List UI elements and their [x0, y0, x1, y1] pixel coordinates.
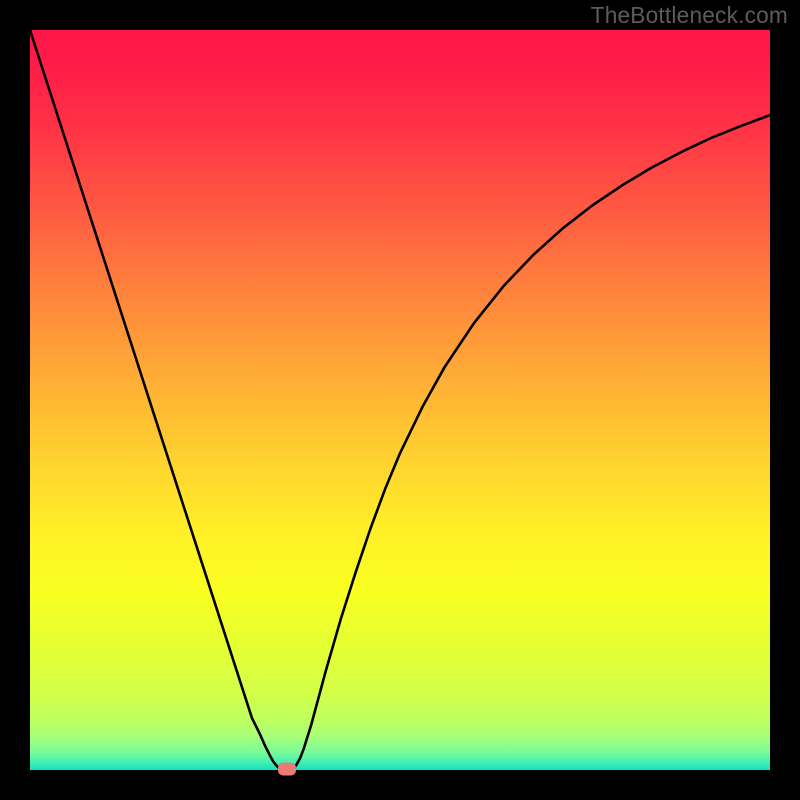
- watermark-text: TheBottleneck.com: [591, 2, 788, 29]
- bottleneck-chart: [30, 30, 770, 770]
- bottleneck-curve: [30, 30, 770, 770]
- optimal-point-marker: [278, 763, 296, 776]
